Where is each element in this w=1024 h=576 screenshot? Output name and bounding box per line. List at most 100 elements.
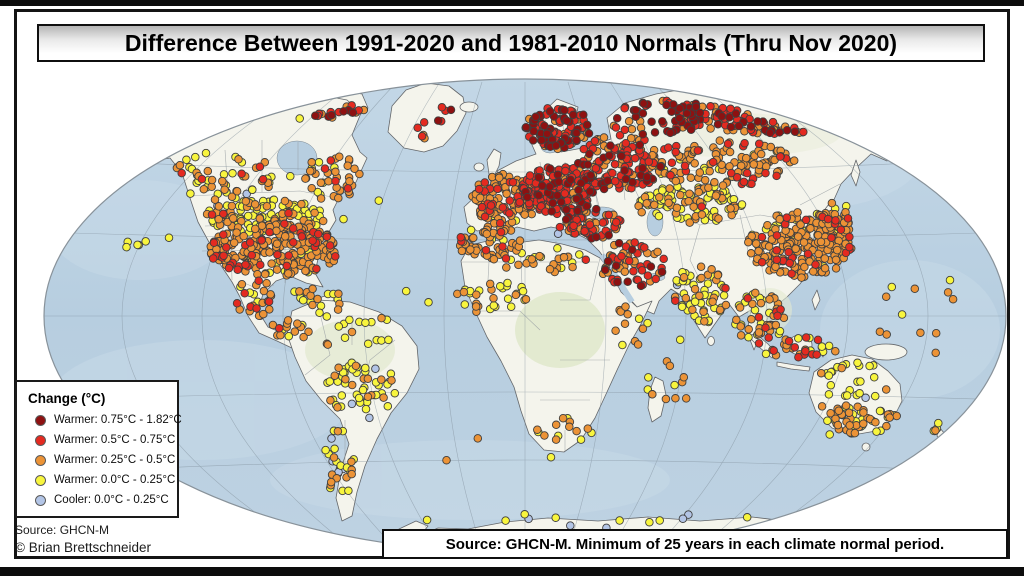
station-dot bbox=[561, 166, 570, 176]
station-dot bbox=[725, 147, 735, 157]
legend-items: Warmer: 0.75°C - 1.82°C Warmer: 0.5°C - 0… bbox=[28, 414, 182, 506]
station-dot bbox=[713, 270, 723, 280]
station-dot bbox=[787, 269, 796, 278]
station-dot bbox=[797, 273, 806, 282]
station-dot bbox=[350, 164, 359, 173]
station-dot bbox=[645, 517, 654, 527]
station-dot bbox=[726, 204, 735, 213]
station-dot bbox=[466, 225, 476, 235]
station-dot bbox=[374, 196, 384, 205]
station-dot bbox=[377, 336, 386, 345]
station-dot bbox=[761, 168, 770, 178]
station-dot bbox=[334, 289, 343, 299]
station-dot bbox=[653, 247, 662, 257]
station-dot bbox=[582, 201, 592, 211]
station-dot bbox=[639, 99, 648, 108]
station-dot bbox=[931, 348, 940, 358]
station-dot bbox=[604, 151, 614, 160]
station-dot bbox=[122, 242, 131, 252]
station-dot bbox=[640, 243, 649, 252]
station-dot bbox=[615, 516, 624, 525]
station-dot bbox=[642, 172, 652, 182]
station-dot bbox=[734, 121, 744, 131]
station-dot bbox=[667, 158, 677, 167]
station-dot bbox=[768, 117, 778, 127]
station-dot bbox=[599, 184, 609, 194]
source-note: Source: GHCN-M bbox=[15, 523, 110, 537]
station-dot bbox=[666, 170, 675, 180]
station-dot bbox=[335, 152, 344, 161]
station-dot bbox=[686, 125, 696, 134]
station-dot bbox=[790, 127, 800, 137]
station-dot bbox=[699, 307, 708, 316]
station-dot bbox=[228, 214, 238, 223]
station-dot bbox=[747, 179, 756, 189]
station-dot bbox=[347, 399, 357, 409]
station-dot bbox=[700, 317, 709, 326]
station-dot bbox=[503, 294, 513, 303]
station-dot bbox=[525, 171, 535, 180]
station-dot bbox=[789, 156, 799, 165]
station-dot bbox=[772, 231, 782, 240]
station-dot bbox=[535, 251, 544, 261]
station-dot bbox=[592, 204, 601, 214]
station-dot bbox=[591, 164, 601, 173]
source-box-text: Source: GHCN-M. Minimum of 25 years in e… bbox=[445, 535, 945, 553]
station-dot bbox=[232, 299, 242, 308]
station-dot bbox=[284, 331, 294, 341]
legend-item-label: Cooler: 0.0°C - 0.25°C bbox=[54, 494, 169, 506]
station-dot bbox=[523, 192, 532, 202]
station-dot bbox=[624, 116, 634, 126]
station-dot bbox=[331, 252, 340, 261]
station-dot bbox=[875, 406, 885, 416]
station-dot bbox=[562, 205, 571, 214]
station-dot bbox=[314, 229, 323, 239]
station-dot bbox=[659, 254, 668, 264]
station-dot bbox=[224, 263, 234, 273]
station-dot bbox=[671, 296, 680, 305]
station-dot bbox=[560, 189, 570, 198]
station-dot bbox=[502, 263, 511, 272]
station-dot bbox=[620, 267, 630, 276]
station-dot bbox=[757, 258, 767, 267]
station-dot bbox=[799, 127, 808, 137]
station-dot bbox=[203, 166, 213, 176]
station-dot bbox=[201, 148, 211, 158]
station-dot bbox=[617, 252, 626, 261]
station-dot bbox=[540, 121, 549, 131]
station-dot bbox=[551, 435, 561, 444]
station-dot bbox=[280, 219, 289, 229]
station-dot bbox=[553, 244, 562, 253]
station-dot bbox=[690, 297, 700, 306]
station-dot bbox=[881, 385, 891, 394]
station-dot bbox=[531, 112, 540, 122]
station-dot bbox=[220, 185, 229, 194]
station-dot bbox=[604, 210, 613, 220]
station-dot bbox=[327, 110, 336, 120]
orange-swatch bbox=[35, 454, 46, 466]
station-dot bbox=[611, 261, 621, 271]
station-dot bbox=[456, 233, 466, 242]
station-dot bbox=[784, 336, 794, 346]
station-dot bbox=[575, 250, 584, 259]
station-dot bbox=[262, 278, 271, 288]
station-dot bbox=[272, 239, 282, 248]
station-dot bbox=[255, 214, 265, 223]
station-dot bbox=[248, 185, 257, 195]
station-dot bbox=[267, 259, 276, 268]
station-dot bbox=[325, 377, 335, 386]
station-dot bbox=[474, 184, 484, 194]
station-dot bbox=[401, 286, 411, 296]
blue-swatch bbox=[35, 494, 46, 506]
station-dot bbox=[343, 184, 353, 193]
station-dot bbox=[676, 190, 685, 200]
station-dot bbox=[442, 455, 451, 465]
station-dot bbox=[518, 287, 528, 296]
station-dot bbox=[494, 173, 504, 183]
station-dot bbox=[681, 293, 691, 303]
station-dot bbox=[257, 236, 266, 245]
station-dot bbox=[310, 208, 319, 218]
station-dot bbox=[377, 375, 386, 384]
station-dot bbox=[794, 334, 803, 343]
station-dot bbox=[164, 233, 174, 242]
